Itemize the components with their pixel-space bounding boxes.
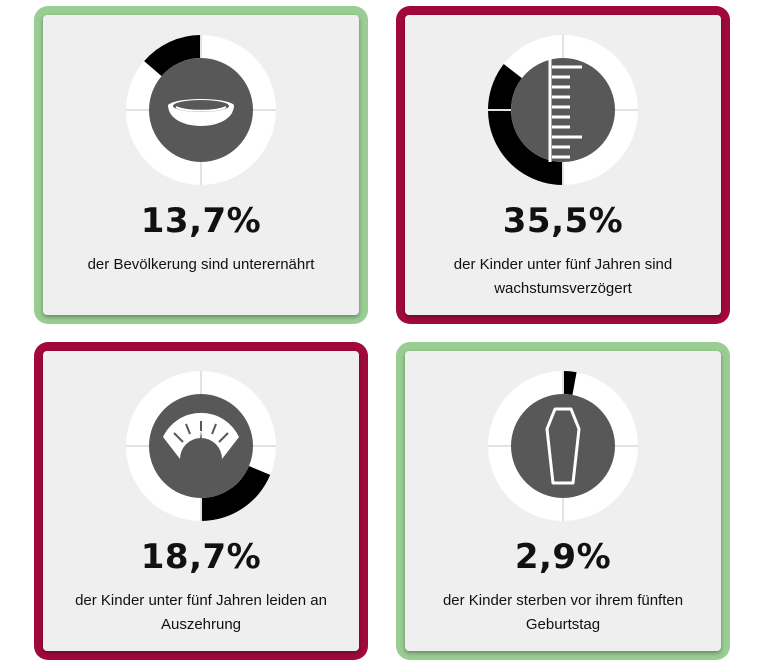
card-panel: 18,7% der Kinder unter fünf Jahren leide… [43,351,359,651]
indicator-card-undernourishment: 13,7% der Bevölkerung sind unterernährt [34,6,368,324]
indicator-card-stunting: 35,5% der Kinder unter fünf Jahren sind … [396,6,730,324]
indicator-description: der Kinder unter fünf Jahren sind wachst… [453,256,673,297]
percentage-value: 13,7% [140,201,262,241]
progress-ring [126,35,276,185]
percentage-value: 35,5% [502,201,624,241]
coffin-icon [545,407,581,485]
bowl-icon [168,99,234,126]
height-ruler-icon [548,59,582,162]
percentage-value: 2,9% [514,537,612,577]
ring-fill-arc [488,64,563,185]
card-panel: 35,5% der Kinder unter fünf Jahren sind … [405,15,721,315]
indicator-card-wasting: 18,7% der Kinder unter fünf Jahren leide… [34,342,368,660]
ring-fill-arc [144,35,201,77]
indicator-card-child-mortality: 2,9% der Kinder sterben vor ihrem fünfte… [396,342,730,660]
indicator-description: der Kinder sterben vor ihrem fünften Geb… [442,592,684,633]
percentage-value: 18,7% [140,537,262,577]
ring-fill-arc [201,466,271,521]
progress-ring [126,371,276,521]
progress-ring [488,371,638,521]
card-panel: 2,9% der Kinder sterben vor ihrem fünfte… [405,351,721,651]
card-panel: 13,7% der Bevölkerung sind unterernährt [43,15,359,315]
progress-ring [488,35,638,185]
ring-center [511,394,615,498]
ring-fill-arc [563,371,577,395]
indicator-description: der Kinder unter fünf Jahren leiden an A… [75,592,327,633]
indicator-description: der Bevölkerung sind unterernährt [87,256,315,273]
ring-center [511,58,615,162]
scale-icon [163,412,239,459]
